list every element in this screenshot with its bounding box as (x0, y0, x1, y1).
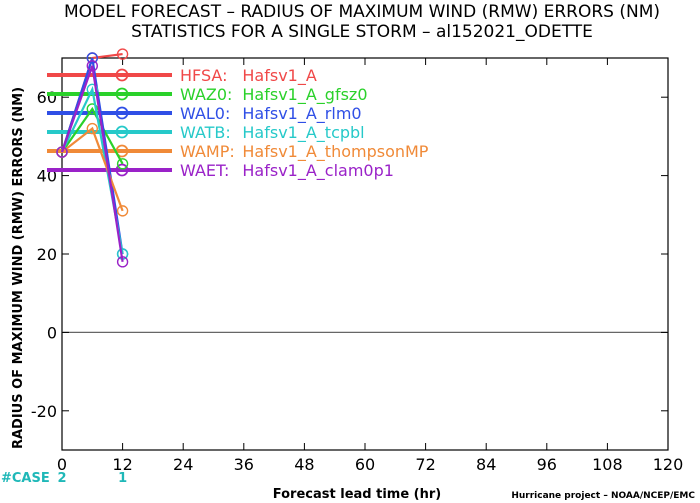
series-group (56, 48, 129, 268)
data-point (116, 48, 129, 60)
data-point (86, 52, 99, 64)
plot-frame (61, 57, 669, 451)
data-point (56, 146, 68, 158)
chart-title: MODEL FORECAST – RADIUS OF MAXIMUM WIND … (64, 2, 660, 22)
data-point (86, 60, 99, 72)
x-axis-ticks: 0 12 24 36 48 60 72 84 96 108 120 (57, 58, 683, 474)
legend-code: WAL0: (180, 104, 230, 123)
legend-code: WAET: (180, 161, 229, 180)
x-axis-label: Forecast lead time (hr) (273, 487, 441, 502)
legend-entries: HFSA: Hafsv1_A WAZ0: Hafsv1_A_gfsz0 WAL0: Haf… (180, 66, 429, 181)
legend-label: Hafsv1_A_tcpbl (242, 123, 364, 143)
case-count: 1 (118, 471, 127, 486)
data-point (86, 122, 99, 135)
legend-marker (115, 87, 129, 101)
x-tick-label: 48 (294, 455, 314, 474)
legend-marker (115, 163, 129, 177)
legend-label: Hafsv1_A (242, 66, 316, 86)
y-tick-label: 60 (37, 88, 57, 107)
legend-marker (115, 68, 129, 82)
y-axis-label: RADIUS OF MAXIMUM WIND (RMW) ERRORS (NM) (11, 87, 26, 449)
legend-code: WAMP: (180, 142, 235, 161)
data-point (116, 205, 129, 217)
legend-label: Hafsv1_A_rlm0 (242, 104, 361, 124)
data-point (116, 158, 129, 170)
series-line (60, 65, 124, 263)
series-line (61, 106, 124, 165)
x-tick-label: 0 (57, 455, 67, 474)
legend-code: WAZ0: (180, 85, 232, 104)
x-tick-label: 36 (234, 455, 254, 474)
x-tick-label: 96 (537, 455, 557, 474)
x-tick-label: 120 (653, 455, 684, 474)
case-count: 2 (57, 471, 66, 486)
x-tick-label: 84 (476, 455, 496, 474)
legend-lines (47, 68, 172, 177)
y-tick-label: -20 (31, 402, 57, 421)
y-tick-label: 0 (47, 323, 57, 342)
case-label: #CASE (1, 471, 50, 486)
x-tick-label: 12 (112, 455, 132, 474)
x-tick-label: 24 (173, 455, 193, 474)
legend-label: Hafsv1_A_clam0p1 (242, 161, 394, 181)
legend-label: Hafsv1_A_thompsonMP (242, 142, 428, 162)
legend-marker (115, 125, 129, 139)
chart-subtitle: STATISTICS FOR A SINGLE STORM – al152021… (131, 22, 593, 42)
data-point (86, 103, 99, 115)
legend-code: HFSA: (180, 66, 227, 85)
x-tick-label: 72 (415, 455, 435, 474)
legend-label: Hafsv1_A_gfsz0 (242, 85, 367, 105)
y-tick-label: 20 (37, 245, 57, 264)
x-tick-label: 108 (592, 455, 623, 474)
x-tick-label: 60 (355, 455, 375, 474)
legend-marker (115, 106, 129, 120)
legend-code: WATB: (180, 123, 231, 142)
data-point (86, 83, 99, 96)
series-line (61, 126, 124, 212)
credit-text: Hurricane project – NOAA/NCEP/EMC (511, 491, 695, 501)
data-point (116, 256, 129, 268)
